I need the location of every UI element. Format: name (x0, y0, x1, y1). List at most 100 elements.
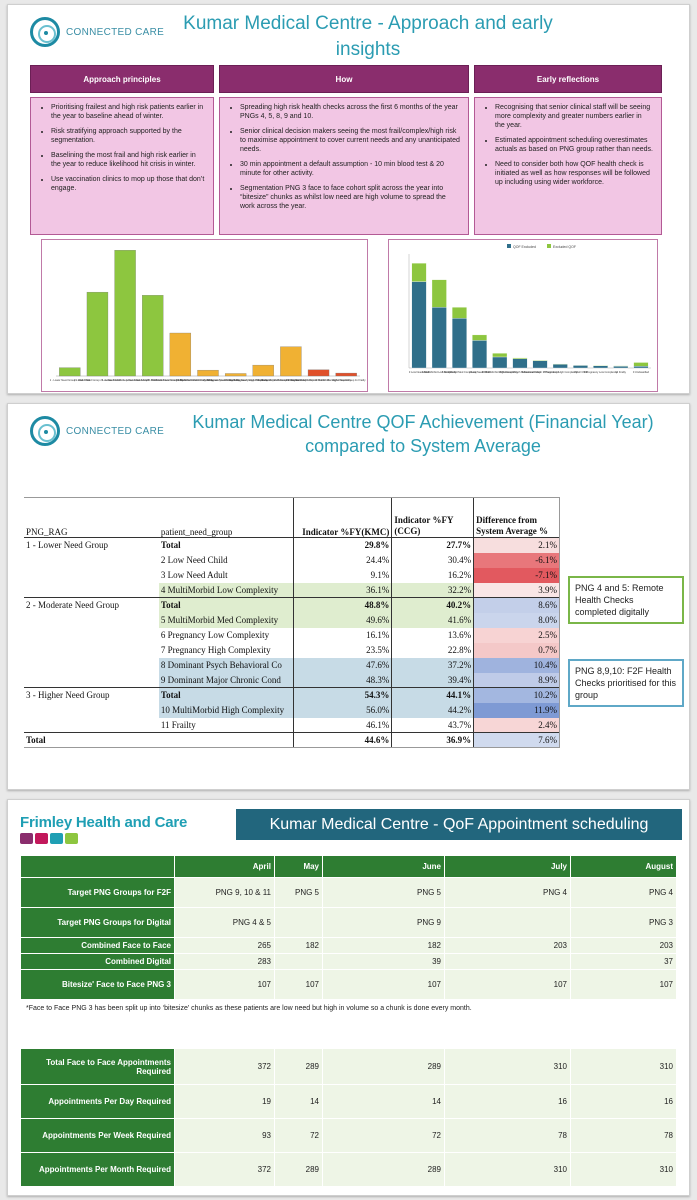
qof-row: 3 - Higher Need Group Total 54.3% 44.1% 10.2… (24, 687, 560, 703)
schedule-row-label: Combined Face to Face (20, 937, 175, 954)
qof-cell-group: 8 Dominant Psych Behavioral Co (158, 657, 294, 673)
stacked-bar (472, 340, 487, 369)
logo-text: CONNECTED CARE (66, 425, 165, 437)
frimley-logo: Frimley Health and Care (20, 814, 187, 844)
x-tick-label: 3 Low Need Adult (409, 370, 430, 374)
schedule-cell: 182 (322, 937, 445, 954)
qof-cell-diff: -6.1% (473, 552, 560, 568)
x-tick-label: 11 - Higher Need Group 11 Frailty (327, 378, 366, 382)
qof-row: 2 - Moderate Need Group Total 48.8% 40.2% 8.… (24, 597, 560, 613)
connected-care-icon (30, 17, 60, 47)
qof-cell-group: 10 MultiMorbid High Complexity (158, 702, 294, 718)
x-tick-label: 1 - Lower Need Group 1 Well Child (50, 378, 91, 382)
schedule-cell: 107 (274, 969, 323, 1000)
x-tick-label: 8 Dominant Psych Behavioral Cond (499, 370, 541, 374)
legend-entry: QOF Excluded (513, 245, 536, 249)
stacked-bar (532, 359, 548, 361)
legend-swatch (547, 244, 551, 248)
qof-cell-rag (24, 568, 159, 583)
qof-cell-group: 7 Pregnancy High Complexity (160, 645, 271, 655)
x-tick-label: 3 - Lower Need Group 3 Low Need Adult (102, 378, 149, 382)
qof-cell-rag (24, 673, 159, 688)
bar (169, 332, 192, 377)
qof-row: 8 Dominant Psych Behavioral Co 47.6% 37.2%… (24, 657, 560, 673)
qof-cell-group: 11 Frailty (160, 719, 196, 730)
qof-cell-diff: 10.4% (473, 657, 560, 673)
schedule-row-label: Bitesize' Face to Face PNG 3 (20, 969, 175, 1000)
approach-item: Baselining the most frail and high risk … (51, 151, 205, 169)
schedule-table-top: April May June July August Target PNG Groups … (20, 855, 677, 1000)
qof-cell-group: Total (158, 597, 294, 613)
qof-cell-ccg: 22.8% (391, 642, 474, 658)
x-tick-label: 4 MultiMorbid Low Complexity (422, 370, 457, 374)
month-header: April (174, 855, 275, 878)
schedule-cell: 372 (174, 1152, 275, 1187)
schedule-cell: 78 (570, 1118, 677, 1153)
legend-entry: Excluded QOF (553, 245, 576, 249)
month-header-row: April May June July August (20, 855, 677, 878)
x-tick-label: 8 - Moderate Need Group 8 Dominant Psych… (225, 378, 302, 382)
bar (307, 369, 330, 377)
schedule-row: Target PNG Groups for Digital PNG 4 & 5 PN… (20, 907, 677, 938)
frimley-icon-3 (50, 833, 63, 844)
qof-cell-rag (24, 703, 159, 718)
qof-cell-diff: 3.9% (473, 582, 560, 598)
stacked-bar (633, 366, 649, 369)
schedule-cell: 310 (444, 1152, 571, 1187)
how-item: 30 min appointment a default assumption … (240, 160, 460, 178)
qof-cell-kmc: 46.1% (293, 717, 392, 733)
connected-care-icon (30, 416, 60, 446)
qof-cell-ccg: 13.6% (391, 627, 474, 643)
schedule-row-label: Target PNG Groups for Digital (20, 907, 175, 938)
qof-cell-ccg: 36.9% (391, 732, 474, 748)
x-tick-label: 9 Dominant Major Chronic Cond (522, 370, 560, 374)
schedule-cell: 203 (570, 937, 677, 954)
col-header-kmc: Indicator %FY(KMC) (293, 497, 392, 538)
frimley-logo-icons (20, 833, 187, 844)
schedule-cell: 107 (322, 969, 445, 1000)
schedule-row: Bitesize' Face to Face PNG 3 107 107 107 107… (20, 969, 677, 1000)
slide1-title: Kumar Medical Centre - Approach and earl… (183, 13, 553, 60)
schedule-cell: PNG 4 (444, 877, 571, 908)
stacked-bar (512, 358, 528, 369)
schedule-cell: 310 (570, 1152, 677, 1187)
approach-item: Risk stratifying approach supported by t… (51, 127, 205, 145)
callout-remote-checks: PNG 4 and 5: Remote Health Checks comple… (568, 576, 684, 624)
reflection-item: Need to consider both how QOF health che… (495, 160, 653, 187)
qof-cell-ccg: 16.2% (391, 567, 474, 583)
qof-cell-rag (24, 553, 159, 568)
x-tick-label: 4 - Lower Need Group 4 MultiMorbid Low C… (122, 378, 184, 382)
qof-cell-diff: 7.6% (473, 732, 560, 748)
qof-cell-rag (24, 643, 159, 658)
schedule-cell: PNG 9, 10 & 11 (174, 877, 275, 908)
schedule-cell (444, 907, 571, 938)
stacked-bar (573, 365, 588, 369)
bar (224, 373, 247, 377)
qof-cell-kmc: 23.5% (293, 642, 392, 658)
how-item: Segmentation PNG 3 face to face cohort s… (240, 184, 460, 211)
approach-item: Use vaccination clinics to mop up those … (51, 175, 205, 193)
qof-cell-rag: 2 - Moderate Need Group (24, 597, 159, 613)
qof-cell-kmc: 48.3% (293, 672, 392, 688)
qof-cell-ccg: 41.6% (391, 612, 474, 628)
schedule-row: Target PNG Groups for F2F PNG 9, 10 & 11 P… (20, 877, 677, 908)
x-tick-label: 2 - Lower Need Group 2 Low Need Child (74, 378, 121, 382)
x-tick-label: 6 Pregnancy Low Complexity (584, 370, 618, 374)
qof-cell-kmc: 16.1% (293, 627, 392, 643)
stacked-bar (633, 362, 649, 367)
slide-appointment-scheduling: Frimley Health and Care Kumar Medical Ce… (7, 799, 690, 1196)
x-tick-label: 11 Frailty (616, 370, 627, 374)
qof-row: 9 Dominant Major Chronic Cond 48.3% 39.4% 8… (24, 672, 560, 688)
schedule-cell: 16 (444, 1084, 571, 1119)
x-tick-label: 10 MultiMorbid High Complexity (481, 370, 518, 374)
bar (86, 291, 109, 377)
frimley-icon-2 (35, 833, 48, 844)
x-tick-label: 6 - Moderate Need Group 6 Pregnancy Low … (176, 378, 241, 382)
qof-cell-ccg: 30.4% (391, 552, 474, 568)
frimley-icon-4 (65, 833, 78, 844)
header-blank (20, 855, 175, 878)
schedule-cell: 289 (322, 1152, 445, 1187)
schedule-cell: 182 (274, 937, 323, 954)
qof-cell-ccg: 40.2% (391, 597, 474, 613)
